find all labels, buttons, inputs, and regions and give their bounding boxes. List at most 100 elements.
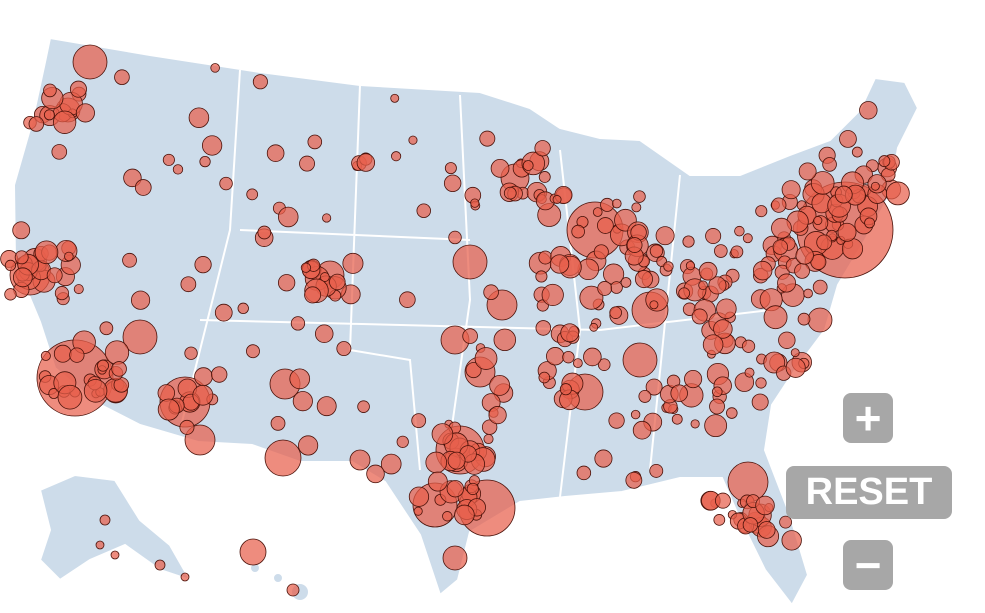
bubble (411, 413, 427, 429)
bubble (704, 414, 728, 438)
bubble (342, 252, 364, 274)
bubble (708, 276, 727, 295)
bubble (446, 480, 464, 498)
bubble (771, 217, 792, 239)
bubble (649, 463, 664, 478)
bubble (466, 482, 479, 496)
bubble (631, 202, 642, 213)
bubble (447, 451, 466, 470)
bubble (611, 198, 622, 209)
bubble (454, 504, 475, 526)
bubble (670, 384, 688, 402)
bubble (366, 464, 385, 484)
bubble (252, 74, 268, 90)
bubble (64, 251, 74, 262)
bubble (299, 155, 315, 172)
bubble (714, 244, 728, 258)
bubble (157, 398, 180, 421)
bubble (425, 451, 448, 474)
bubble (188, 107, 210, 128)
bubble (878, 155, 891, 168)
zoom-in-button[interactable]: + (843, 392, 893, 444)
bubble (111, 361, 127, 377)
bubble (416, 203, 431, 218)
bubble (684, 369, 703, 389)
bubble (465, 362, 482, 379)
bubble (742, 517, 759, 533)
alaska (38, 473, 193, 582)
bubble (795, 246, 814, 265)
bubble (562, 350, 575, 364)
bubble (219, 176, 233, 191)
bubble (705, 228, 722, 245)
bubble (626, 237, 643, 253)
bubble (356, 153, 376, 172)
bubble (442, 545, 468, 571)
bubble (645, 378, 663, 396)
bubble (503, 186, 517, 200)
bubble (442, 511, 453, 522)
bubble (630, 409, 641, 420)
bubble (427, 471, 448, 492)
bubble (316, 396, 337, 417)
bubble (266, 144, 285, 162)
bubble (803, 288, 813, 299)
bubble (671, 413, 683, 425)
state-lines (179, 69, 771, 498)
reset-button[interactable]: RESET (786, 466, 952, 519)
bubble (755, 495, 775, 516)
bubble (162, 153, 175, 166)
bubble (408, 486, 430, 507)
bubble (603, 263, 625, 285)
bubble (812, 279, 828, 295)
bubble (810, 171, 835, 195)
bubble (194, 256, 212, 274)
bubble (592, 207, 603, 217)
bubble (560, 323, 580, 343)
bubble (490, 159, 510, 178)
bubble (154, 559, 166, 571)
bubble (278, 206, 299, 228)
bubble (620, 277, 632, 288)
bubble (610, 281, 623, 294)
bubble (864, 217, 876, 229)
bubble (625, 471, 643, 489)
bubble (538, 371, 551, 384)
bubble (576, 465, 592, 481)
bubble (837, 222, 857, 242)
bubble (75, 103, 95, 123)
bubble (172, 164, 184, 175)
bubble (336, 341, 352, 357)
bubble (797, 312, 811, 326)
bubble (593, 244, 609, 260)
bubble (839, 130, 857, 148)
bubble (286, 583, 300, 597)
bubble (72, 44, 108, 80)
bubble (211, 366, 228, 383)
bubble (157, 384, 176, 402)
bubble (69, 347, 85, 363)
bubble (448, 230, 462, 245)
bubble (597, 281, 613, 296)
bubble (329, 273, 346, 291)
bubble (702, 334, 724, 355)
bubble (289, 368, 311, 390)
bubble (771, 197, 787, 213)
bubble (552, 195, 562, 204)
bubble (237, 302, 249, 314)
bubble (104, 340, 130, 365)
bubble (300, 262, 311, 273)
bubble (270, 415, 286, 431)
bubble (83, 379, 108, 403)
zoom-out-button[interactable]: − (843, 539, 893, 591)
bubble (95, 540, 105, 550)
bubble (192, 384, 214, 406)
bubble (678, 287, 691, 300)
bubble (794, 263, 810, 279)
bubbles (0, 44, 910, 597)
bubble (99, 514, 111, 526)
bubble (380, 453, 402, 475)
bubble (807, 307, 833, 333)
bubble (834, 185, 853, 204)
bubble (841, 238, 864, 260)
